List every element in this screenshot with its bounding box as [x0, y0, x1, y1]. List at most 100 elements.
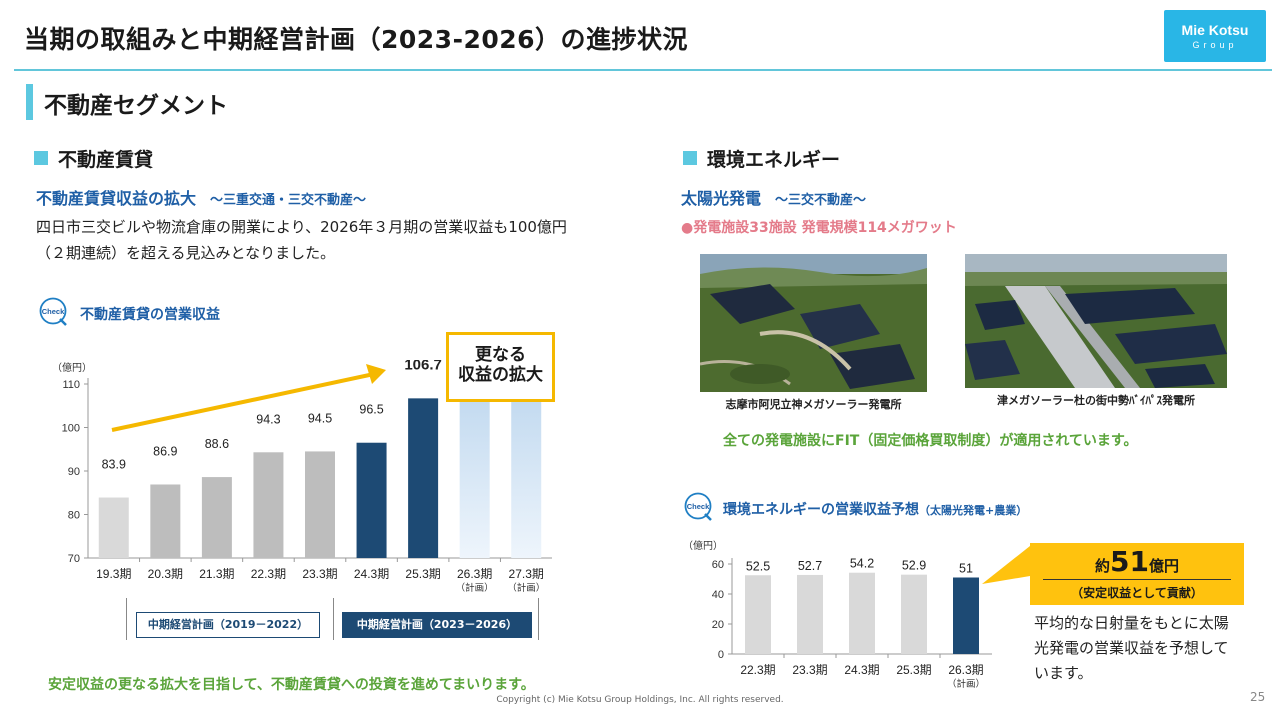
plan-2019-2022-label: 中期経営計画（2019－2022） — [136, 612, 320, 638]
bar-24.3期 — [849, 572, 875, 654]
bar-24.3期 — [356, 442, 387, 558]
right-subheading-text: 太陽光発電 — [681, 189, 762, 208]
y-tick-label: 100 — [62, 423, 80, 435]
data-label: 52.7 — [798, 559, 822, 573]
x-tick-note: （計画） — [947, 678, 985, 690]
x-tick-label: 24.3期 — [354, 567, 389, 581]
bar-25.3期 — [408, 398, 439, 558]
bar-25.3期 — [901, 574, 927, 654]
bar-22.3期 — [253, 452, 284, 558]
check-icon-text: Check — [687, 502, 710, 511]
data-label: 51 — [959, 562, 973, 576]
y-tick-label: 40 — [712, 589, 724, 601]
bar-26.3期 — [953, 577, 979, 654]
page-title: 当期の取組みと中期経営計画（2023-2026）の進捗状況 — [24, 25, 689, 54]
plan-2023-2026-label: 中期経営計画（2023－2026） — [342, 612, 532, 638]
data-label: 88.6 — [205, 437, 229, 451]
logo-subtext: Group — [1192, 40, 1238, 50]
y-tick-label: 60 — [712, 559, 724, 571]
callout-sub: （安定収益として貢献） — [1071, 586, 1203, 600]
right-subheading: 太陽光発電 ～三交不動産～ — [681, 185, 866, 209]
callout-pointer — [982, 546, 1030, 584]
left-chart-unit: （億円） — [52, 363, 92, 374]
plan-divider-left — [126, 598, 127, 640]
y-tick-label: 20 — [712, 619, 724, 631]
data-label: 96.5 — [359, 403, 383, 417]
growth-arrow-icon — [111, 364, 386, 432]
y-tick-label: 110 — [62, 379, 80, 391]
page-number: 25 — [1250, 690, 1266, 704]
y-tick-label: 70 — [68, 553, 80, 565]
left-subheading-note: ～三重交通・三交不動産～ — [210, 193, 367, 208]
y-tick-label: 80 — [68, 510, 80, 522]
data-label: 86.9 — [153, 444, 177, 458]
growth-callout: 更なる 収益の拡大 — [446, 332, 555, 402]
bar-22.3期 — [745, 575, 771, 654]
left-check-label: 不動産賃貸の営業収益 — [80, 307, 220, 323]
x-tick-label: 26.3期 — [457, 567, 492, 581]
left-body-line1: 四日市三交ビルや物流倉庫の開業により、2026年３月期の営業収益も100億円 — [36, 218, 567, 236]
data-label: 94.3 — [256, 412, 280, 426]
data-label: 106.7 — [404, 360, 442, 373]
data-label: 52.5 — [746, 559, 770, 573]
callout-value: 51 — [1110, 545, 1149, 578]
bar-20.3期 — [150, 484, 181, 558]
bar-19.3期 — [98, 497, 129, 558]
check-magnifier-icon: Check — [684, 492, 712, 521]
left-heading: 不動産賃貸 — [58, 149, 154, 171]
callout-suffix: 億円 — [1148, 557, 1179, 575]
right-chart-unit: （億円） — [683, 541, 723, 552]
callout-prefix: 約 — [1095, 557, 1111, 575]
data-label: 54.2 — [850, 557, 874, 571]
energy-callout: 約51億円 （安定収益として貢献） — [1030, 543, 1244, 605]
copyright: Copyright (c) Mie Kotsu Group Holdings, … — [496, 695, 784, 705]
x-tick-label: 20.3期 — [148, 567, 183, 581]
right-heading: 環境エネルギー — [707, 149, 841, 171]
rent-revenue-chart: 70 80 90 100 110 19.3期 83.9 20.3期 86.9 21.3期 88.6 2… — [62, 360, 552, 594]
x-tick-label: 25.3期 — [896, 663, 931, 677]
energy-note-line1: 平均的な日射量をもとに太陽 — [1034, 614, 1229, 632]
callout-line2: 収益の拡大 — [458, 365, 543, 385]
bar-23.3期 — [797, 574, 823, 654]
header-divider — [14, 69, 1272, 71]
left-body-line2: （２期連続）を超える見込みとなりました。 — [36, 244, 336, 262]
callout-line1: 更なる — [475, 345, 526, 365]
bar-27.3期 — [511, 374, 542, 558]
tsu-solar-photo — [965, 254, 1227, 388]
solar-facility-bullet: ●発電施設33施設 発電規模114メガワット — [681, 220, 957, 236]
energy-note: 平均的な日射量をもとに太陽 光発電の営業収益を予想して います。 — [1034, 611, 1229, 686]
data-label: 94.5 — [308, 411, 332, 425]
x-tick-label: 26.3期 — [948, 663, 983, 677]
x-tick-label: 24.3期 — [844, 663, 879, 677]
y-tick-label: 0 — [718, 649, 724, 661]
right-check-label-main: 環境エネルギーの営業収益予想 — [723, 502, 919, 518]
x-tick-label: 23.3期 — [792, 663, 827, 677]
plan-divider-right — [538, 598, 539, 640]
energy-note-line3: います。 — [1034, 664, 1093, 682]
right-check-label: 環境エネルギーの営業収益予想（太陽光発電+農業） — [723, 499, 1027, 519]
segment-title: 不動産セグメント — [44, 93, 228, 119]
square-bullet-icon — [683, 151, 697, 165]
bar-21.3期 — [201, 477, 232, 558]
energy-note-line2: 光発電の営業収益を予想して — [1034, 639, 1229, 657]
data-label: 83.9 — [102, 458, 126, 472]
x-tick-label: 25.3期 — [405, 567, 440, 581]
square-bullet-icon — [34, 151, 48, 165]
callout-value-line: 約51億円 — [1030, 543, 1244, 578]
left-footer-message: 安定収益の更なる拡大を目指して、不動産賃貸への投資を進めてまいります。 — [48, 677, 535, 693]
fit-note: 全ての発電施設にFIT（固定価格買取制度）が適用されています。 — [723, 433, 1138, 449]
x-tick-label: 21.3期 — [199, 567, 234, 581]
x-tick-label: 22.3期 — [251, 567, 286, 581]
left-subheading: 不動産賃貸収益の拡大 ～三重交通・三交不動産～ — [36, 185, 366, 209]
logo-text: Mie Kotsu — [1181, 22, 1249, 38]
photo2-caption: 津メガソーラー杜の街中勢ﾊﾞｲﾊﾟｽ発電所 — [997, 394, 1195, 407]
check-icon-text: Check — [42, 307, 65, 316]
x-tick-label: 27.3期 — [509, 567, 544, 581]
callout-rule — [1043, 579, 1231, 580]
data-label: 52.9 — [902, 559, 926, 573]
right-check-label-sub: （太陽光発電+農業） — [919, 504, 1028, 517]
check-magnifier-icon: Check — [39, 297, 67, 326]
segment-accent-bar — [26, 84, 33, 120]
left-subheading-text: 不動産賃貸収益の拡大 — [36, 189, 197, 208]
right-subheading-note: ～三交不動産～ — [775, 193, 867, 208]
